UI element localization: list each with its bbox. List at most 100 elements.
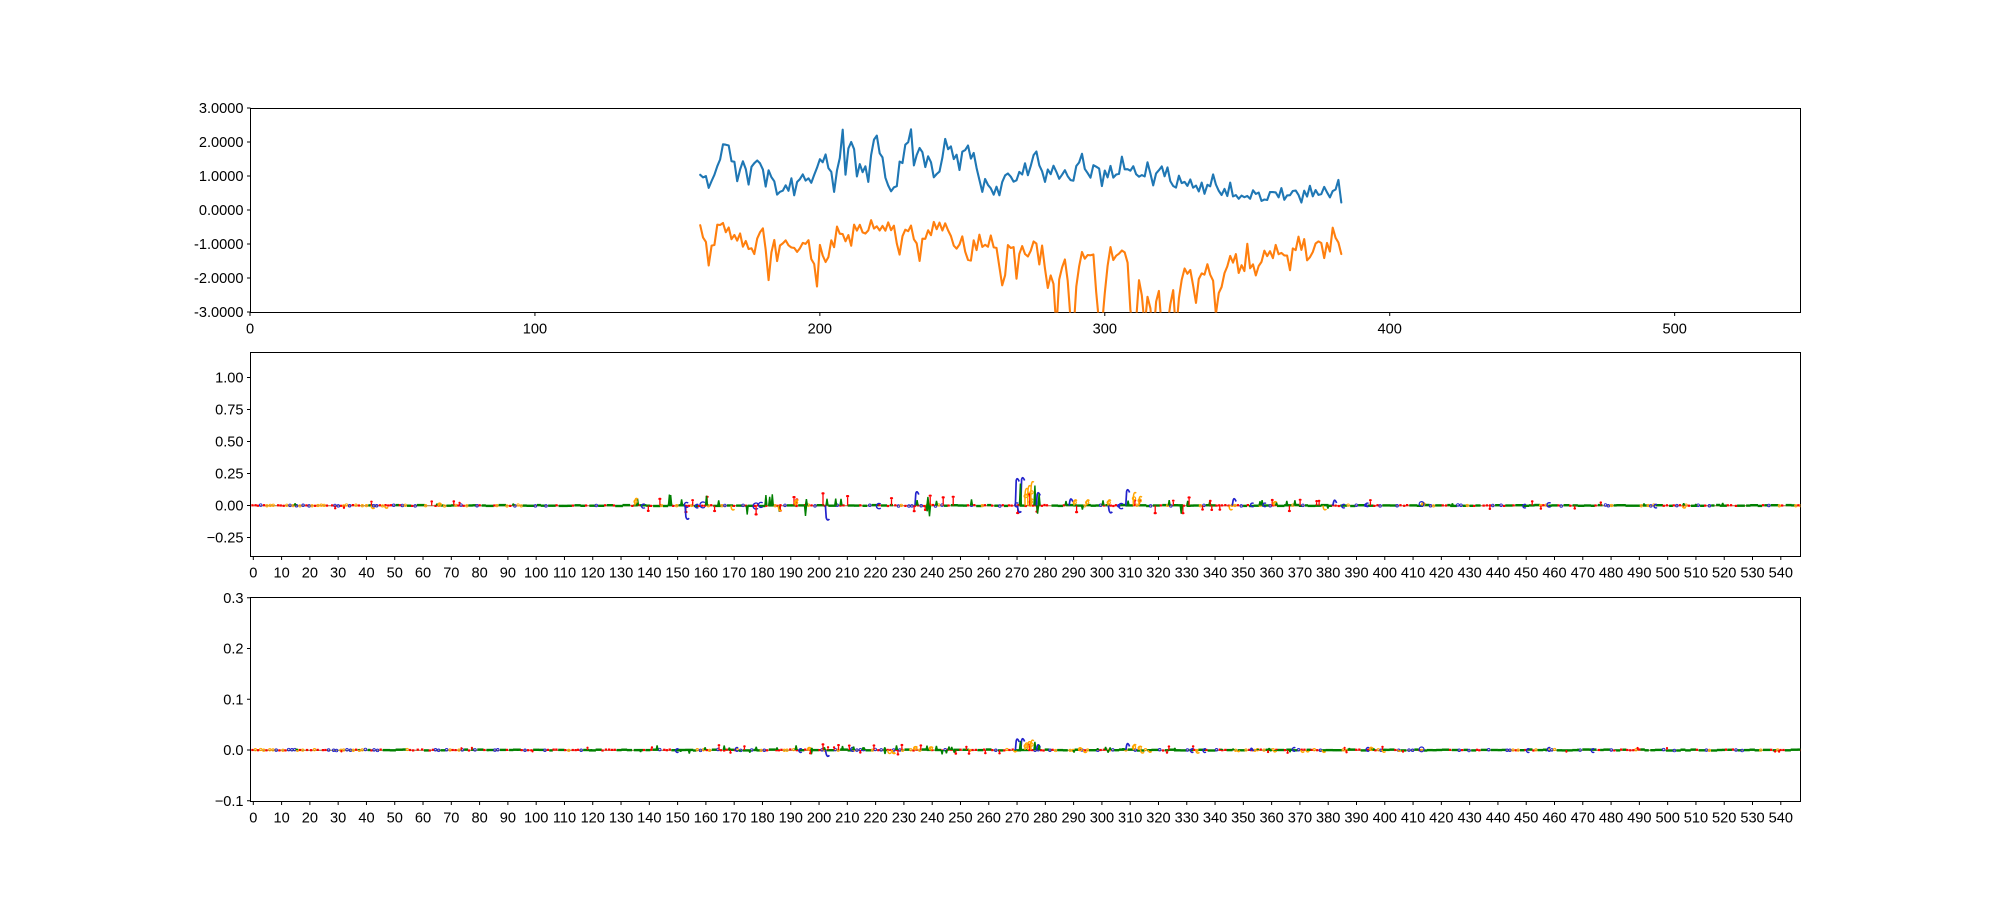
svg-text:370: 370 xyxy=(1288,811,1312,827)
svg-text:190: 190 xyxy=(779,811,803,827)
svg-text:410: 410 xyxy=(1401,566,1425,582)
svg-text:300: 300 xyxy=(1093,322,1117,338)
svg-text:500: 500 xyxy=(1655,811,1679,827)
svg-text:520: 520 xyxy=(1712,811,1736,827)
svg-text:260: 260 xyxy=(977,566,1001,582)
svg-text:250: 250 xyxy=(948,566,972,582)
svg-text:440: 440 xyxy=(1486,811,1510,827)
svg-text:470: 470 xyxy=(1571,811,1595,827)
svg-text:240: 240 xyxy=(920,566,944,582)
svg-text:160: 160 xyxy=(694,566,718,582)
svg-text:310: 310 xyxy=(1118,811,1142,827)
svg-text:290: 290 xyxy=(1061,566,1085,582)
svg-text:230: 230 xyxy=(892,566,916,582)
svg-text:1.0000: 1.0000 xyxy=(199,169,244,185)
svg-text:0.3: 0.3 xyxy=(223,591,243,607)
svg-text:180: 180 xyxy=(750,566,774,582)
svg-text:-3.0000: -3.0000 xyxy=(194,305,244,321)
svg-text:140: 140 xyxy=(637,566,661,582)
svg-text:60: 60 xyxy=(415,811,431,827)
svg-text:350: 350 xyxy=(1231,566,1255,582)
svg-text:190: 190 xyxy=(779,566,803,582)
svg-text:170: 170 xyxy=(722,811,746,827)
svg-text:0.2: 0.2 xyxy=(223,642,243,658)
svg-text:490: 490 xyxy=(1627,811,1651,827)
svg-text:300: 300 xyxy=(1090,811,1114,827)
svg-text:440: 440 xyxy=(1486,566,1510,582)
svg-text:530: 530 xyxy=(1740,566,1764,582)
svg-text:470: 470 xyxy=(1571,566,1595,582)
svg-text:70: 70 xyxy=(443,811,459,827)
svg-text:0.0000: 0.0000 xyxy=(199,203,244,219)
svg-text:140: 140 xyxy=(637,811,661,827)
svg-text:150: 150 xyxy=(665,566,689,582)
svg-text:70: 70 xyxy=(443,566,459,582)
svg-text:350: 350 xyxy=(1231,811,1255,827)
svg-text:100: 100 xyxy=(524,811,548,827)
svg-text:260: 260 xyxy=(977,811,1001,827)
svg-text:280: 280 xyxy=(1033,566,1057,582)
svg-text:390: 390 xyxy=(1344,566,1368,582)
svg-text:420: 420 xyxy=(1429,811,1453,827)
svg-text:3.0000: 3.0000 xyxy=(199,101,244,117)
svg-text:250: 250 xyxy=(948,811,972,827)
svg-text:130: 130 xyxy=(609,811,633,827)
svg-text:90: 90 xyxy=(500,566,516,582)
svg-text:20: 20 xyxy=(302,566,318,582)
svg-text:10: 10 xyxy=(273,811,289,827)
svg-text:200: 200 xyxy=(808,322,832,338)
svg-text:40: 40 xyxy=(358,566,374,582)
svg-text:120: 120 xyxy=(581,811,605,827)
svg-text:300: 300 xyxy=(1090,566,1114,582)
svg-text:510: 510 xyxy=(1684,811,1708,827)
svg-text:240: 240 xyxy=(920,811,944,827)
svg-text:410: 410 xyxy=(1401,811,1425,827)
svg-text:500: 500 xyxy=(1655,566,1679,582)
svg-text:0.75: 0.75 xyxy=(215,403,243,419)
svg-text:340: 340 xyxy=(1203,811,1227,827)
svg-text:330: 330 xyxy=(1175,566,1199,582)
svg-text:450: 450 xyxy=(1514,566,1538,582)
svg-text:80: 80 xyxy=(471,811,487,827)
svg-text:310: 310 xyxy=(1118,566,1142,582)
svg-text:490: 490 xyxy=(1627,566,1651,582)
svg-text:340: 340 xyxy=(1203,566,1227,582)
svg-text:100: 100 xyxy=(523,322,547,338)
svg-text:210: 210 xyxy=(835,566,859,582)
svg-text:180: 180 xyxy=(750,811,774,827)
svg-text:60: 60 xyxy=(415,566,431,582)
svg-text:360: 360 xyxy=(1259,566,1283,582)
svg-text:320: 320 xyxy=(1146,566,1170,582)
svg-text:-2.0000: -2.0000 xyxy=(194,271,244,287)
svg-text:500: 500 xyxy=(1662,322,1686,338)
svg-text:380: 380 xyxy=(1316,811,1340,827)
svg-text:80: 80 xyxy=(471,566,487,582)
svg-text:20: 20 xyxy=(302,811,318,827)
svg-text:430: 430 xyxy=(1457,566,1481,582)
svg-text:390: 390 xyxy=(1344,811,1368,827)
svg-text:370: 370 xyxy=(1288,566,1312,582)
svg-text:130: 130 xyxy=(609,566,633,582)
svg-text:200: 200 xyxy=(807,811,831,827)
svg-text:540: 540 xyxy=(1769,811,1793,827)
svg-text:270: 270 xyxy=(1005,811,1029,827)
svg-text:-1.0000: -1.0000 xyxy=(194,237,244,253)
svg-text:480: 480 xyxy=(1599,811,1623,827)
svg-text:0: 0 xyxy=(249,811,257,827)
svg-text:170: 170 xyxy=(722,566,746,582)
svg-text:320: 320 xyxy=(1146,811,1170,827)
svg-text:400: 400 xyxy=(1373,566,1397,582)
svg-text:510: 510 xyxy=(1684,566,1708,582)
svg-text:100: 100 xyxy=(524,566,548,582)
svg-text:330: 330 xyxy=(1175,811,1199,827)
svg-text:40: 40 xyxy=(358,811,374,827)
svg-text:230: 230 xyxy=(892,811,916,827)
svg-text:0.50: 0.50 xyxy=(215,435,243,451)
svg-text:360: 360 xyxy=(1259,811,1283,827)
svg-text:400: 400 xyxy=(1373,811,1397,827)
svg-text:30: 30 xyxy=(330,566,346,582)
svg-text:50: 50 xyxy=(387,811,403,827)
svg-text:0.1: 0.1 xyxy=(223,692,243,708)
svg-text:120: 120 xyxy=(581,566,605,582)
svg-text:−0.1: −0.1 xyxy=(215,794,244,810)
